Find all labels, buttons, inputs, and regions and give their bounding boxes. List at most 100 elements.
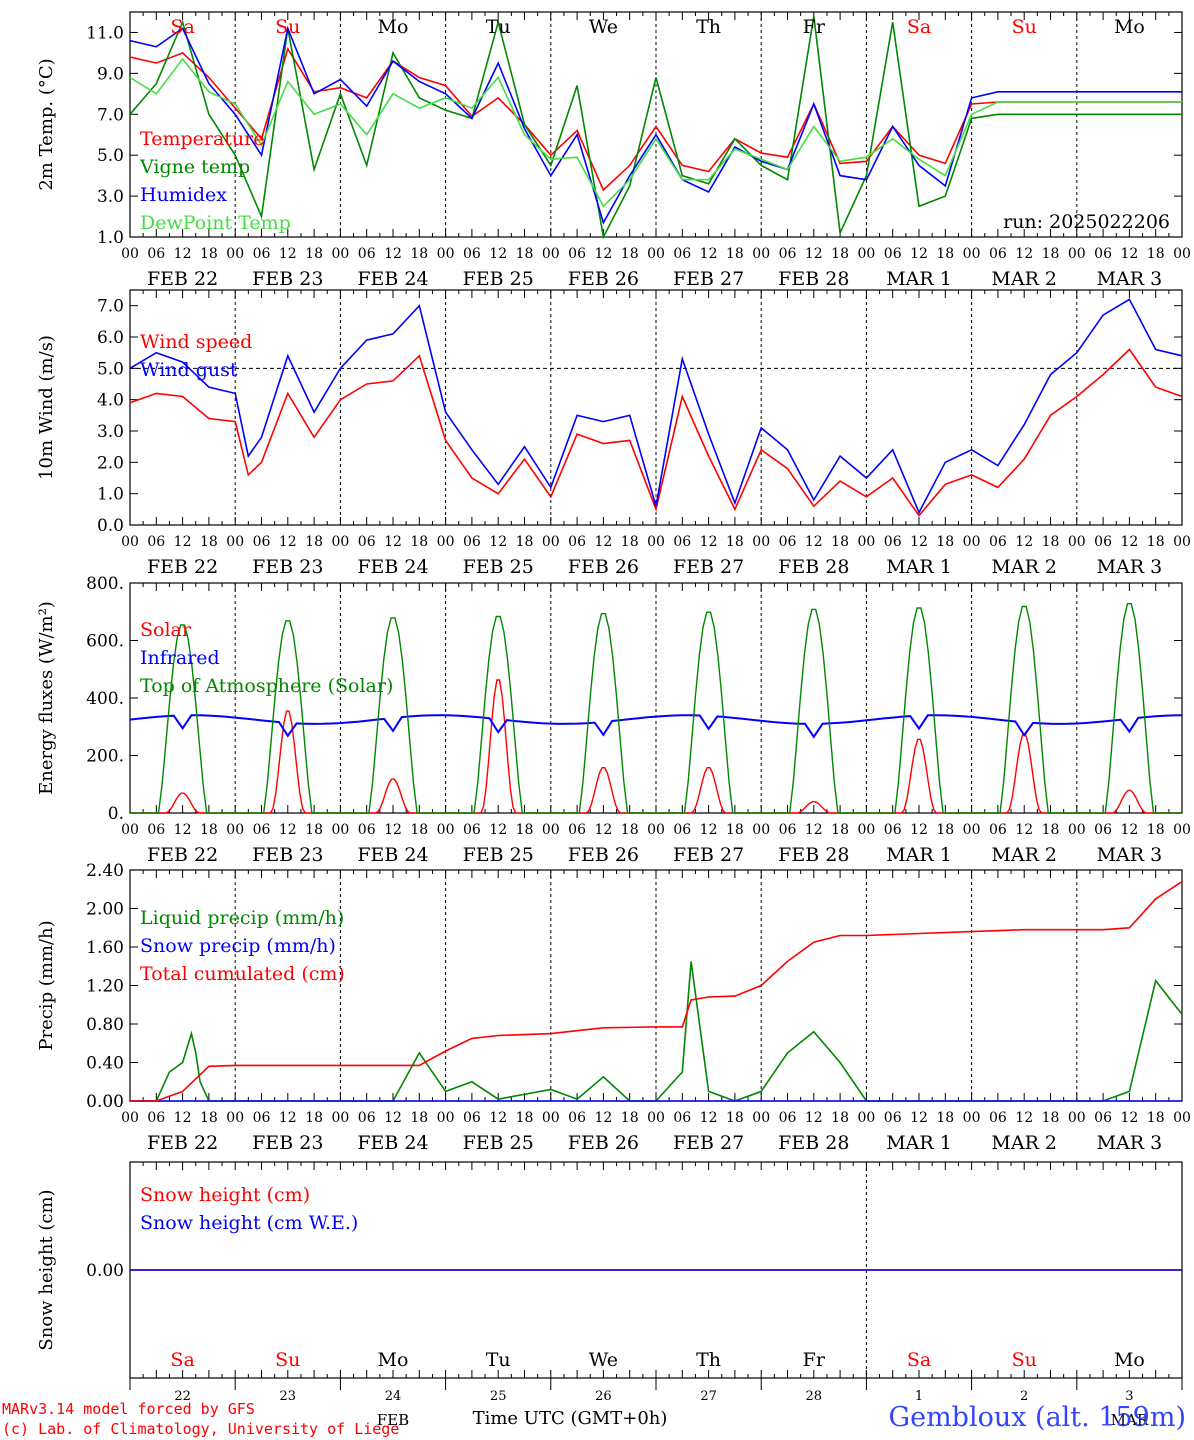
day-name-top: Mo — [1114, 16, 1145, 38]
hour-label: 00 — [226, 1110, 244, 1126]
hour-label: 00 — [752, 1110, 770, 1126]
hour-label: 06 — [253, 1110, 271, 1126]
hour-label: 12 — [384, 822, 402, 838]
hour-label: 00 — [1173, 822, 1191, 838]
hour-label: 06 — [253, 534, 271, 550]
date-label: MAR 3 — [1097, 556, 1163, 578]
y-tick-label: 4.0 — [97, 391, 124, 411]
day-number: 1 — [915, 1389, 923, 1404]
hour-label: 06 — [463, 534, 481, 550]
legend-wind-gust: Wind gust — [140, 359, 238, 381]
day-name-top: Su — [275, 16, 300, 38]
hour-label: 18 — [516, 534, 534, 550]
hour-label: 00 — [963, 534, 981, 550]
hour-label: 12 — [384, 534, 402, 550]
date-label: FEB 23 — [252, 844, 323, 866]
hour-label: 00 — [542, 1110, 560, 1126]
date-label: FEB 27 — [673, 1132, 744, 1154]
hour-label: 06 — [884, 1110, 902, 1126]
hour-label: 06 — [253, 246, 271, 262]
date-label: FEB 28 — [778, 1132, 849, 1154]
legend-wind-speed: Wind speed — [140, 331, 252, 353]
hour-label: 06 — [989, 822, 1007, 838]
hour-label: 06 — [147, 822, 165, 838]
hour-label: 12 — [910, 1110, 928, 1126]
y-tick-label: 5.0 — [97, 146, 124, 166]
hour-label: 12 — [1120, 822, 1138, 838]
y-tick-label: 0.00 — [86, 1261, 124, 1281]
hour-label: 12 — [489, 822, 507, 838]
day-name-top: Mo — [378, 16, 409, 38]
hour-label: 18 — [200, 822, 218, 838]
hour-label: 12 — [174, 534, 192, 550]
hour-label: 06 — [358, 246, 376, 262]
hour-label: 18 — [1147, 534, 1165, 550]
hour-label: 18 — [1147, 246, 1165, 262]
hour-label: 06 — [884, 534, 902, 550]
y-tick-label: 2.00 — [86, 900, 124, 920]
date-label: MAR 1 — [886, 556, 952, 578]
date-label: FEB 24 — [357, 1132, 428, 1154]
y-tick-label: 400. — [86, 689, 124, 709]
hour-label: 12 — [1015, 1110, 1033, 1126]
day-name-top: Sa — [907, 16, 931, 38]
date-label: FEB 23 — [252, 268, 323, 290]
hour-label: 00 — [121, 534, 139, 550]
hour-label: 18 — [831, 822, 849, 838]
y-tick-label: 800. — [86, 574, 124, 594]
series-total-cumulated-cm — [130, 880, 1183, 1102]
hour-label: 00 — [437, 822, 455, 838]
legend-snow-height-cm: Snow height (cm) — [140, 1184, 310, 1206]
hour-label: 00 — [121, 246, 139, 262]
legend-snow-height-cm-w-e: Snow height (cm W.E.) — [140, 1212, 358, 1234]
hour-label: 06 — [673, 246, 691, 262]
y-tick-label: 7.0 — [97, 297, 124, 317]
hour-label: 00 — [331, 246, 349, 262]
hour-label: 00 — [226, 246, 244, 262]
date-label: FEB 27 — [673, 556, 744, 578]
y-tick-label: 11.0 — [86, 23, 124, 43]
hour-label: 18 — [410, 246, 428, 262]
hour-label: 18 — [410, 534, 428, 550]
day-number: 22 — [174, 1389, 191, 1404]
legend-solar: Solar — [140, 619, 192, 641]
hour-label: 00 — [647, 534, 665, 550]
series-top-of-atmosphere-solar — [130, 603, 1182, 814]
date-label: FEB 25 — [463, 556, 534, 578]
hour-label: 06 — [568, 1110, 586, 1126]
hour-label: 06 — [358, 534, 376, 550]
panel-5: 0.00 Snow height (cm) Snow height (cm) Snow… — [36, 1161, 1183, 1379]
hour-label: 06 — [779, 1110, 797, 1126]
y-tick-label: 200. — [86, 747, 124, 767]
y-axis-label: Precip (mm/h) — [36, 920, 57, 1050]
y-tick-label: 0.40 — [86, 1054, 124, 1074]
date-label: FEB 22 — [147, 1132, 218, 1154]
lab-credit: (c) Lab. of Climatology, University of L… — [2, 1420, 400, 1438]
series-wind-gust — [129, 298, 1183, 515]
hour-label: 18 — [936, 822, 954, 838]
day-name-top: Th — [696, 16, 721, 38]
date-label: MAR 2 — [991, 268, 1057, 290]
date-label: MAR 2 — [991, 556, 1057, 578]
hour-label: 06 — [884, 822, 902, 838]
run-annotation: run: 2025022206 — [1003, 211, 1170, 233]
hour-label: 18 — [305, 246, 323, 262]
series-vigne-temp — [129, 15, 1182, 240]
day-number: 2 — [1020, 1389, 1028, 1404]
model-credit: MARv3.14 model forced by GFS — [2, 1400, 255, 1418]
y-axis-label: Energy fluxes (W/m²) — [36, 601, 57, 795]
hour-label: 12 — [1120, 534, 1138, 550]
hour-label: 00 — [331, 822, 349, 838]
date-label: FEB 26 — [568, 556, 639, 578]
date-label: FEB 26 — [568, 1132, 639, 1154]
date-label: FEB 24 — [357, 556, 428, 578]
hour-label: 12 — [279, 534, 297, 550]
hour-label: 00 — [963, 246, 981, 262]
hour-label: 12 — [1120, 1110, 1138, 1126]
day-name-top: Su — [1012, 16, 1037, 38]
legend-dewpoint-temp: DewPoint Temp — [140, 212, 291, 234]
day-number: 3 — [1125, 1389, 1133, 1404]
hour-label: 18 — [726, 534, 744, 550]
hour-label: 00 — [1068, 1110, 1086, 1126]
legend-temperature: Temperature — [140, 128, 264, 150]
